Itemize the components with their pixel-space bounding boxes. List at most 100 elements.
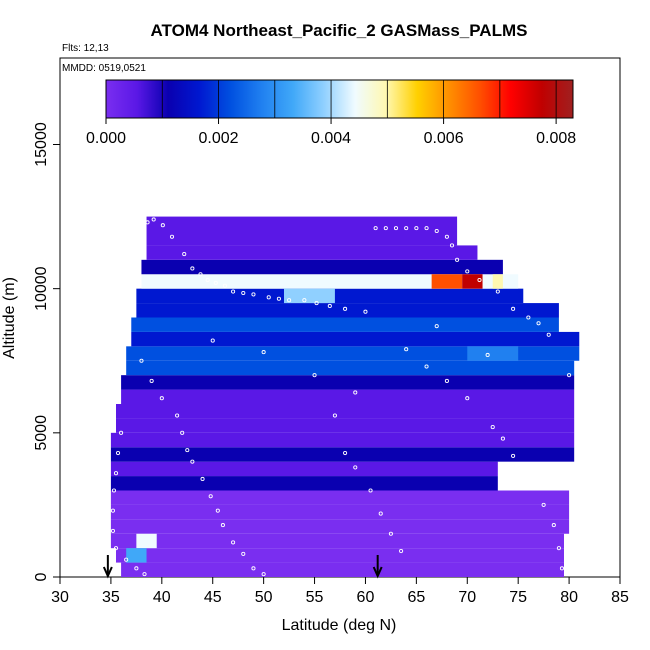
flight-arrow-head [372,566,383,579]
colorbar-tick-label: 0.006 [424,130,464,147]
sample-point [222,283,227,288]
sample-point [353,390,358,395]
colorbar: 0.000 0.002 0.004 0.006 0.008 [86,79,576,147]
sample-point [343,450,348,456]
sample-point [185,448,190,453]
colorbar-tick-label: 0.008 [536,130,576,147]
sample-point [490,425,495,430]
x-tick-label: 75 [509,589,527,606]
heatmap-cell [110,447,575,462]
sample-point [477,277,482,283]
sample-point [251,566,256,571]
heatmap-cell [116,404,575,419]
sample-point [327,303,332,309]
heatmap-cell [462,274,483,289]
heatmap-cells [110,216,580,577]
sample-point [241,290,246,296]
heatmap-cell [131,317,559,332]
x-tick-label: 60 [357,589,375,606]
x-tick-label: 50 [255,589,273,606]
x-tick-label: 65 [407,589,425,606]
chart-title: ATOM4 Northeast_Pacific_2 GASMass_PALMS [151,21,528,40]
x-tick-label: 70 [458,589,476,606]
sample-point [556,546,561,551]
sample-point [110,508,115,513]
sample-point [159,396,164,401]
heatmap-cell [110,432,575,448]
sample-point [455,257,460,262]
heatmap-cell [141,274,519,289]
sample-point [449,243,455,248]
sample-point [343,306,348,311]
sample-point [404,226,409,231]
y-tick-label: 15000 [33,122,50,167]
x-tick-label: 55 [306,589,324,606]
y-tick-label: 10000 [33,266,50,311]
sample-point [511,306,516,311]
sample-point [434,324,439,329]
sample-point [444,234,449,239]
x-tick-label: 85 [611,589,629,606]
sample-point [546,332,551,337]
sample-point [495,289,500,294]
colorbar-rect [105,79,574,119]
sample-point [231,289,236,294]
sample-point [266,295,271,300]
sample-point [149,378,154,383]
sample-point [526,315,531,320]
sample-point [378,511,383,516]
sample-point [511,453,516,458]
heatmap-cell [284,288,335,304]
sample-point [182,252,187,257]
sample-point [111,488,117,493]
heatmap-cell [126,346,580,361]
heatmap-cell [136,533,157,549]
sample-point [215,508,220,513]
heatmap-cell [110,476,498,491]
sample-point [134,566,139,571]
sample-point [434,228,439,234]
heatmap-cell [146,245,478,260]
heatmap-cell [121,562,564,577]
heatmap-cell [141,259,503,275]
sample-point [393,226,399,231]
sample-point [363,309,368,314]
sample-point [424,364,429,369]
sample-point [485,352,490,358]
sample-point [119,430,124,435]
y-tick-label: 0 [33,572,50,581]
sample-point [210,338,215,343]
heatmap-cell [146,216,458,231]
sample-point [404,347,409,352]
sample-point [312,373,317,378]
y-axis: 0 5000 10000 15000 [33,122,60,581]
sample-point [145,220,150,225]
sample-point [287,298,292,303]
sample-point [115,450,121,456]
x-axis: 30 35 40 45 50 55 60 65 70 75 80 85 [51,577,629,606]
sample-point [190,459,195,464]
sample-point [113,546,119,551]
sample-point [541,502,546,507]
sample-point [142,572,147,577]
heatmap-cell [116,418,575,433]
sample-point [414,226,419,231]
heatmap-cell [431,274,463,289]
sample-point [424,226,429,231]
heatmap-cell [110,519,570,534]
sample-point [205,277,210,283]
sample-point [241,551,246,556]
heatmap-cell [126,360,575,376]
heatmap-cell [121,375,575,390]
sample-point [124,557,129,562]
sample-point [314,301,319,306]
heatmap-cell [492,274,503,289]
heatmap-cell [110,504,570,520]
heatmap-cell [110,490,570,505]
sample-point [151,217,156,222]
sample-point [526,476,531,482]
colorbar-tick-label: 0.000 [86,130,126,147]
sample-point [175,413,180,418]
sample-point [332,413,337,418]
